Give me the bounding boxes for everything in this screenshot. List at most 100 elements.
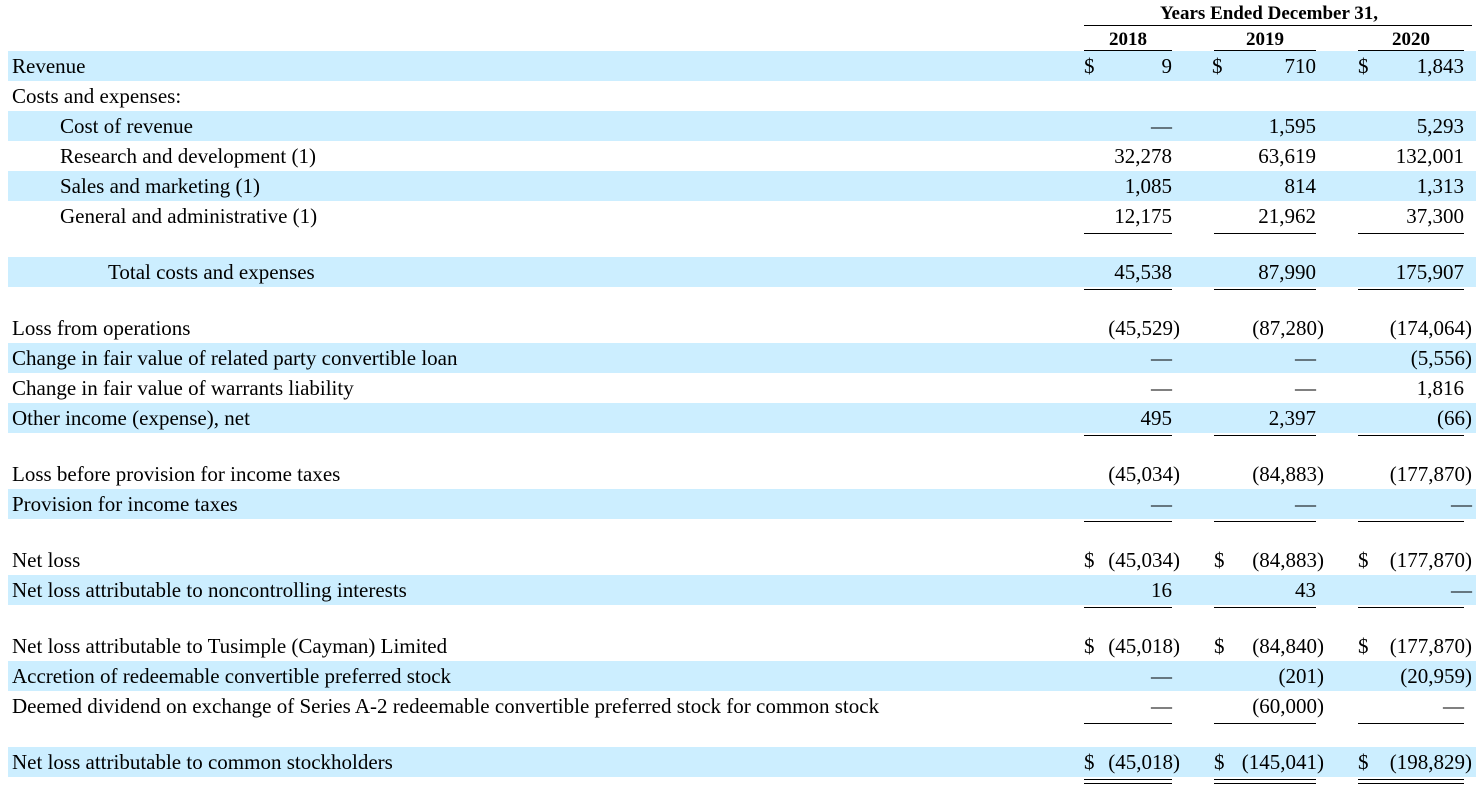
subtotal-rule	[1214, 233, 1316, 234]
grand-total-double-rule	[1084, 779, 1172, 784]
cell-2019: (84,883)	[1252, 548, 1324, 572]
cell-2018: —	[1151, 376, 1172, 400]
cell-2020: (177,870)	[1389, 634, 1472, 658]
row-label: Loss from operations	[12, 316, 191, 340]
grand-total-double-rule	[1358, 779, 1464, 784]
currency-symbol: $	[1214, 548, 1225, 572]
table-row: Sales and marketing (1) 1,085 814 1,313	[8, 171, 1476, 201]
table-row: Accretion of redeemable convertible pref…	[8, 661, 1476, 691]
subtotal-rule	[1084, 233, 1172, 234]
cell-2019: 21,962	[1258, 204, 1316, 228]
subtotal-rule	[1358, 607, 1464, 608]
row-label: Loss before provision for income taxes	[12, 462, 341, 486]
cell-2018: (45,018)	[1108, 750, 1180, 774]
subtotal-rule	[1084, 435, 1172, 436]
row-label: Deemed dividend on exchange of Series A-…	[12, 694, 880, 718]
table-row: Net loss attributable to Tusimple (Cayma…	[8, 631, 1476, 661]
row-label: General and administrative (1)	[60, 204, 318, 228]
subtotal-rule	[1358, 723, 1464, 724]
table-row: Provision for income taxes — — —	[8, 489, 1476, 519]
cell-2020: (174,064)	[1389, 316, 1472, 340]
header-title-rule	[1084, 25, 1472, 26]
cell-2019: (84,883)	[1252, 462, 1324, 486]
row-label: Net loss	[12, 548, 81, 572]
header-year-rule-2019	[1214, 50, 1316, 51]
cell-2019: 814	[1284, 174, 1317, 198]
subtotal-rule	[1214, 521, 1316, 522]
cell-2019: 87,990	[1258, 260, 1316, 284]
table-row: Cost of revenue — 1,595 5,293	[8, 111, 1476, 141]
cell-2020: (66)	[1437, 406, 1472, 430]
header-year-2018: 2018	[1109, 29, 1147, 50]
cell-2019: 2,397	[1268, 406, 1316, 430]
cell-2019: —	[1295, 346, 1316, 370]
row-label: Provision for income taxes	[12, 492, 238, 516]
table-row: Net loss attributable to noncontrolling …	[8, 575, 1476, 605]
subtotal-rule	[1214, 607, 1316, 608]
currency-symbol: $	[1358, 750, 1369, 774]
table-row: Total costs and expenses 45,538 87,990 1…	[8, 257, 1476, 287]
cell-2020: 132,001	[1395, 144, 1464, 168]
cell-2020: —	[1451, 492, 1472, 516]
cell-2019: 710	[1284, 54, 1317, 78]
subtotal-rule	[1358, 233, 1464, 234]
currency-symbol: $	[1084, 634, 1095, 658]
header-year-2019: 2019	[1246, 29, 1284, 50]
row-label: Costs and expenses:	[12, 84, 182, 108]
total-rule	[1084, 289, 1172, 290]
row-label: Other income (expense), net	[12, 406, 250, 430]
table-row: Loss from operations (45,529) (87,280) (…	[8, 313, 1476, 343]
row-label: Change in fair value of warrants liabili…	[12, 376, 354, 400]
subtotal-rule	[1358, 435, 1464, 436]
cell-2020: 1,816	[1416, 376, 1464, 400]
subtotal-rule	[1214, 723, 1316, 724]
cell-2018: (45,034)	[1108, 548, 1180, 572]
subtotal-rule	[1084, 723, 1172, 724]
table-row: Loss before provision for income taxes (…	[8, 459, 1476, 489]
row-label: Sales and marketing (1)	[60, 174, 261, 198]
currency-symbol: $	[1358, 548, 1369, 572]
currency-symbol: $	[1084, 750, 1095, 774]
table-row: Costs and expenses:	[8, 81, 1476, 111]
table-row: Revenue $ 9 $ 710 $ 1,843	[8, 51, 1476, 81]
cell-2019: —	[1295, 492, 1316, 516]
cell-2018: —	[1151, 346, 1172, 370]
cell-2019: (201)	[1278, 664, 1325, 688]
grand-total-double-rule	[1214, 779, 1316, 784]
header-year-2020: 2020	[1392, 29, 1430, 50]
cell-2019: 63,619	[1258, 144, 1316, 168]
cell-2019: 1,595	[1268, 114, 1316, 138]
subtotal-rule	[1084, 521, 1172, 522]
cell-2018: 16	[1151, 578, 1172, 602]
currency-symbol: $	[1084, 54, 1095, 78]
header-year-rule-2020	[1358, 50, 1464, 51]
cell-2019: —	[1295, 376, 1316, 400]
cell-2018: —	[1151, 694, 1172, 718]
cell-2018: (45,034)	[1108, 462, 1180, 486]
total-rule	[1214, 289, 1316, 290]
cell-2020: (177,870)	[1389, 462, 1472, 486]
subtotal-rule	[1358, 521, 1464, 522]
table-row: Other income (expense), net 495 2,397 (6…	[8, 403, 1476, 433]
table-row: Research and development (1) 32,278 63,6…	[8, 141, 1476, 171]
subtotal-rule	[1084, 607, 1172, 608]
header-year-rule-2018	[1084, 50, 1172, 51]
currency-symbol: $	[1214, 750, 1225, 774]
currency-symbol: $	[1358, 54, 1369, 78]
table-row: Net loss $ (45,034) $ (84,883) $ (177,87…	[8, 545, 1476, 575]
cell-2018: (45,529)	[1108, 316, 1180, 340]
row-label: Net loss attributable to Tusimple (Cayma…	[12, 634, 448, 658]
cell-2018: 9	[1161, 54, 1173, 78]
table-row: Net loss attributable to common stockhol…	[8, 747, 1476, 777]
cell-2020: 175,907	[1395, 260, 1464, 284]
cell-2019: (60,000)	[1252, 694, 1324, 718]
total-rule	[1358, 289, 1464, 290]
cell-2020: —	[1443, 694, 1464, 718]
row-label: Net loss attributable to common stockhol…	[12, 750, 393, 774]
cell-2020: 5,293	[1416, 114, 1464, 138]
cell-2020: (177,870)	[1389, 548, 1472, 572]
cell-2018: (45,018)	[1108, 634, 1180, 658]
cell-2019: (145,041)	[1241, 750, 1324, 774]
cell-2020: —	[1451, 578, 1472, 602]
subtotal-rule	[1214, 435, 1316, 436]
